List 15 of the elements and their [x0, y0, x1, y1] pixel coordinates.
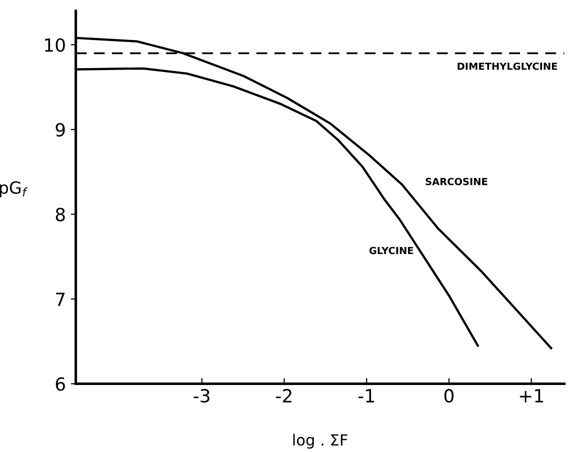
series-label: GLYCINE — [369, 246, 414, 254]
y-tick-label: 9 — [56, 122, 65, 137]
x-tick-label: 0 — [444, 388, 454, 403]
y-tick-label: 8 — [56, 208, 65, 222]
x-tick-label: +1 — [520, 389, 543, 402]
x-tick-label: -1 — [358, 389, 374, 402]
ref-line-label: DIMETHYLGLYCINE — [458, 62, 557, 70]
x-axis-title: log . ΣF — [293, 434, 348, 449]
y-tick-label: 7 — [56, 292, 65, 306]
y-tick-label: 6 — [56, 377, 65, 391]
x-tick-label: -3 — [194, 388, 210, 403]
x-tick-label: -2 — [276, 388, 292, 402]
y-tick-label: 10 — [45, 38, 65, 52]
series-label: SARCOSINE — [426, 178, 488, 186]
y-axis-title: pG$_{f}$ — [0, 181, 28, 198]
